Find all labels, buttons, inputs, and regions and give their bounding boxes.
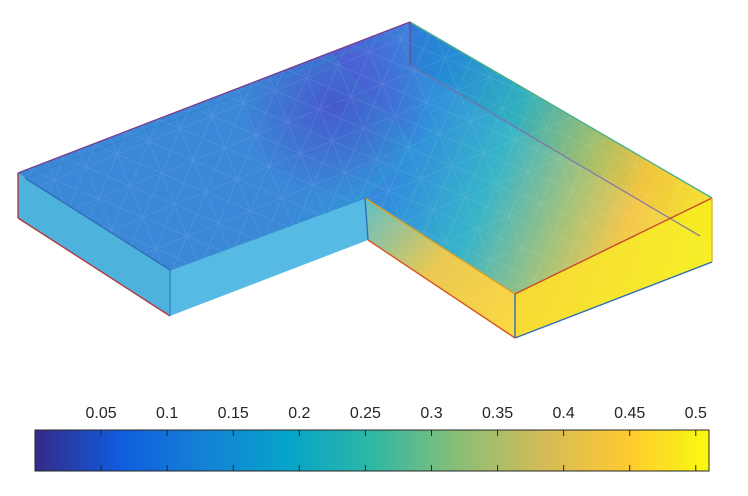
edge	[17, 217, 171, 317]
edge	[514, 261, 713, 339]
colorbar-tick-labels: 0.05 0.1 0.15 0.2 0.25 0.3 0.35 0.4 0.45 0.5	[86, 405, 707, 422]
left-end-face	[18, 173, 170, 316]
colorbar-tick-label: 0.5	[685, 405, 707, 422]
colorbar-tick-label: 0.35	[482, 405, 513, 422]
inner-front-face	[365, 198, 515, 338]
edge	[169, 197, 366, 271]
colorbar-tick-label: 0.3	[420, 405, 442, 422]
colorbar-tick-label: 0.2	[288, 405, 310, 422]
right-end-face	[515, 198, 712, 338]
colorbar: 0.05 0.1 0.15 0.2 0.25 0.3 0.35 0.4 0.45 0.5	[34, 405, 710, 472]
slab-edges	[17, 21, 713, 339]
left-front-face	[170, 198, 368, 316]
colorbar-tick-label: 0.45	[614, 405, 645, 422]
edge	[17, 21, 411, 174]
edge	[24, 177, 171, 271]
colorbar-ticks	[100, 430, 697, 471]
colorbar-tick-label: 0.4	[553, 405, 575, 422]
edge	[514, 197, 713, 295]
edge	[364, 197, 369, 241]
slab-body	[18, 22, 712, 338]
edge	[409, 21, 713, 199]
edge	[409, 64, 701, 237]
colorbar-gradient	[34, 429, 710, 472]
colorbar-tick-label: 0.1	[156, 405, 178, 422]
edge	[24, 29, 406, 179]
mesh-overlay	[18, 22, 712, 294]
colorbar-tick-label: 0.25	[350, 405, 381, 422]
colorbar-tick-label: 0.05	[86, 405, 117, 422]
edge	[367, 239, 516, 339]
colorbar-tick-label: 0.15	[218, 405, 249, 422]
edge	[364, 197, 516, 295]
